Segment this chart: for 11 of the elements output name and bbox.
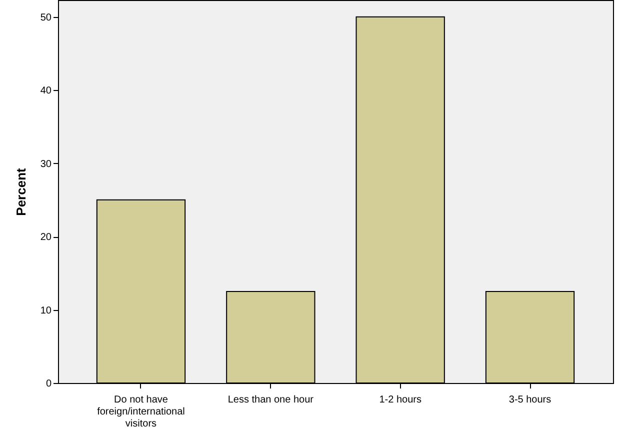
x-tick-label: 1-2 hours [379,394,422,406]
y-axis-title: Percent [13,167,28,216]
x-tick-label: Less than one hour [228,394,314,406]
y-tick-label: 50 [40,12,52,24]
y-tick-label: 20 [40,232,52,244]
y-tick-label: 10 [40,305,52,316]
y-tick-label: 0 [46,378,52,390]
x-tick-label: 3-5 hours [508,394,552,406]
y-tick-label: 30 [40,158,52,170]
y-tick-label: 40 [40,86,52,97]
x-tick-label: Do not have foreign/international visitors [97,394,185,430]
